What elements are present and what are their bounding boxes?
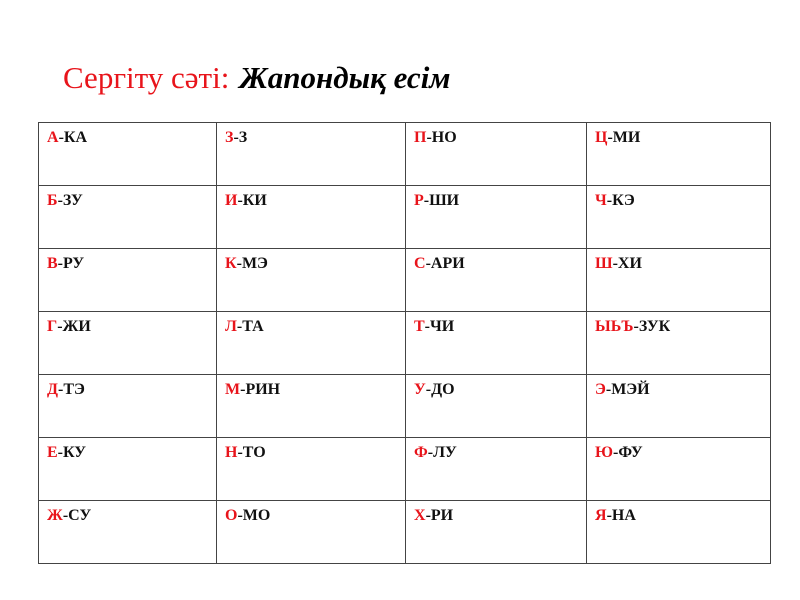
table-row: А-КА З-З П-НО Ц-МИ <box>38 122 771 186</box>
syllable: -ФУ <box>613 444 643 461</box>
letter: В <box>47 255 58 272</box>
letter: Д <box>47 381 59 398</box>
syllable: -РУ <box>57 255 85 272</box>
table-row: Г-ЖИ Л-ТА Т-ЧИ ЫЬЪ-ЗУК <box>38 311 771 375</box>
syllable: -ЧИ <box>424 318 455 335</box>
syllable: -РИ <box>425 507 454 524</box>
letter: Ж <box>47 507 63 524</box>
table-cell: Б-ЗУ <box>38 185 217 249</box>
letter: Л <box>225 318 237 335</box>
table-cell: Т-ЧИ <box>405 311 587 375</box>
letter: С <box>414 255 426 272</box>
table-cell: У-ДО <box>405 374 587 438</box>
title-main: Жапондық есім <box>239 60 451 95</box>
syllable: -РИН <box>240 381 281 398</box>
syllable: -КЭ <box>606 192 635 209</box>
table-row: Ж-СУ О-МО Х-РИ Я-НА <box>38 500 771 564</box>
table-cell: Е-КУ <box>38 437 217 501</box>
letter: И <box>225 192 238 209</box>
table-cell: С-АРИ <box>405 248 587 312</box>
syllable: -НА <box>606 507 636 524</box>
table-cell: Ж-СУ <box>38 500 217 564</box>
letter: Ю <box>595 444 614 461</box>
letter: Р <box>414 192 424 209</box>
syllable: -НО <box>426 129 457 146</box>
table-cell: Э-МЭЙ <box>586 374 771 438</box>
letter: М <box>225 381 241 398</box>
table-cell: Л-ТА <box>216 311 406 375</box>
table-cell: А-КА <box>38 122 217 186</box>
table-cell: П-НО <box>405 122 587 186</box>
table-cell: Н-ТО <box>216 437 406 501</box>
syllable: -З <box>233 129 248 146</box>
table-cell: Ц-МИ <box>586 122 771 186</box>
letter: У <box>414 381 426 398</box>
letter: Т <box>414 318 425 335</box>
syllable: -КИ <box>237 192 267 209</box>
syllable: -АРИ <box>425 255 465 272</box>
letter: ЫЬЪ <box>595 318 634 335</box>
slide-title: Сергіту сәті: Жапондық есім <box>63 60 451 96</box>
syllable: -ЗУ <box>57 192 83 209</box>
letter: П <box>414 129 427 146</box>
syllable: -СУ <box>62 507 92 524</box>
table-cell: И-КИ <box>216 185 406 249</box>
syllable: -ЖИ <box>57 318 91 335</box>
syllable: -МИ <box>607 129 641 146</box>
table-cell: М-РИН <box>216 374 406 438</box>
letter: Х <box>414 507 426 524</box>
syllable: -ШИ <box>423 192 460 209</box>
syllable: -МЭ <box>236 255 268 272</box>
syllable-table: А-КА З-З П-НО Ц-МИ Б-ЗУ И-КИ Р-ШИ Ч-КЭ В-РУ К-МЭ С… <box>38 122 771 564</box>
table-cell: Ш-ХИ <box>586 248 771 312</box>
syllable: -КУ <box>57 444 87 461</box>
syllable: -МО <box>237 507 271 524</box>
letter: Б <box>47 192 58 209</box>
letter: К <box>225 255 237 272</box>
letter: Я <box>595 507 607 524</box>
letter: Ф <box>414 444 428 461</box>
table-cell: Р-ШИ <box>405 185 587 249</box>
syllable: -ДО <box>425 381 455 398</box>
letter: Ш <box>595 255 613 272</box>
table-cell: Ю-ФУ <box>586 437 771 501</box>
letter: Э <box>595 381 606 398</box>
table-row: Д-ТЭ М-РИН У-ДО Э-МЭЙ <box>38 374 771 438</box>
syllable: -ЛУ <box>427 444 457 461</box>
letter: Е <box>47 444 58 461</box>
table-row: Е-КУ Н-ТО Ф-ЛУ Ю-ФУ <box>38 437 771 501</box>
syllable: -ХИ <box>612 255 642 272</box>
letter: О <box>225 507 238 524</box>
table-row: В-РУ К-МЭ С-АРИ Ш-ХИ <box>38 248 771 312</box>
syllable: -КА <box>58 129 88 146</box>
table-cell: З-З <box>216 122 406 186</box>
syllable: -ТО <box>237 444 266 461</box>
table-row: Б-ЗУ И-КИ Р-ШИ Ч-КЭ <box>38 185 771 249</box>
syllable: -ЗУК <box>633 318 671 335</box>
letter: Ч <box>595 192 607 209</box>
letter: Н <box>225 444 238 461</box>
table-cell: ЫЬЪ-ЗУК <box>586 311 771 375</box>
table-cell: Х-РИ <box>405 500 587 564</box>
letter: Ц <box>595 129 608 146</box>
syllable: -ТЭ <box>58 381 85 398</box>
table-cell: В-РУ <box>38 248 217 312</box>
title-prefix: Сергіту сәті: <box>63 60 230 95</box>
syllable: -ТА <box>236 318 264 335</box>
table-cell: Ф-ЛУ <box>405 437 587 501</box>
letter: Г <box>47 318 58 335</box>
syllable: -МЭЙ <box>605 381 650 398</box>
table-cell: К-МЭ <box>216 248 406 312</box>
table-cell: Я-НА <box>586 500 771 564</box>
table-cell: Ч-КЭ <box>586 185 771 249</box>
letter: З <box>225 129 234 146</box>
table-cell: Г-ЖИ <box>38 311 217 375</box>
table-cell: О-МО <box>216 500 406 564</box>
letter: А <box>47 129 59 146</box>
table-cell: Д-ТЭ <box>38 374 217 438</box>
